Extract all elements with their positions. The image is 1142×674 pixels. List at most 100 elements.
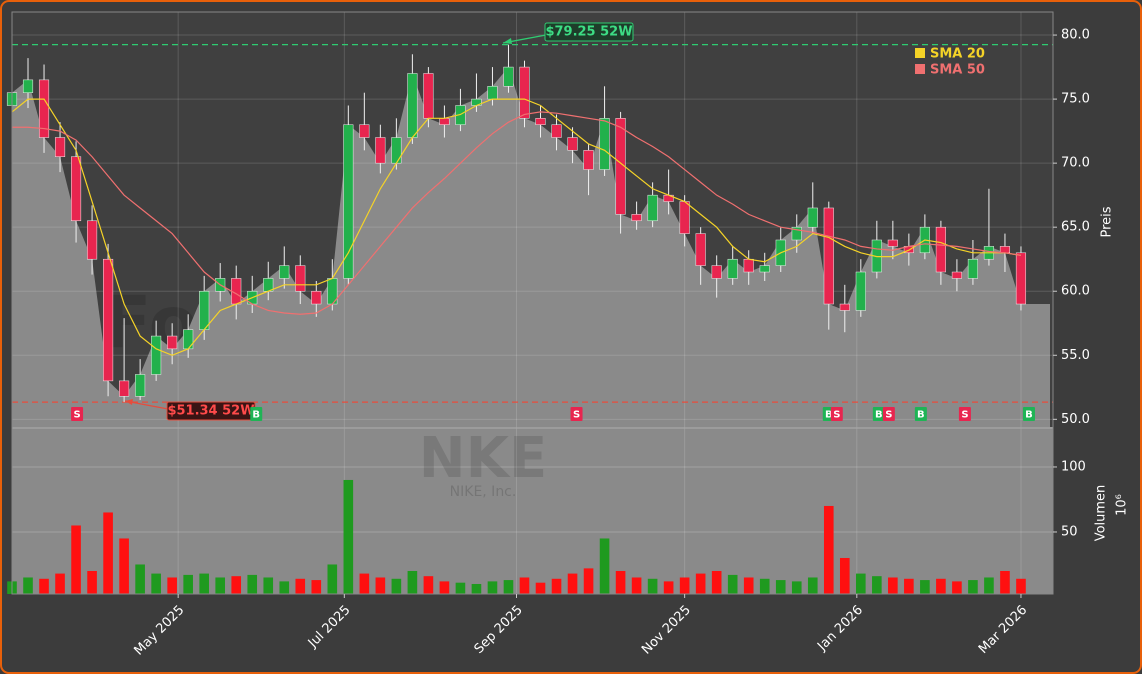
volume-bar	[535, 582, 546, 594]
candle-body	[951, 271, 962, 279]
volume-bar	[263, 577, 274, 594]
candle-body	[391, 137, 402, 164]
volume-bar	[904, 578, 914, 594]
legend-label: SMA 20	[930, 47, 985, 62]
candle-body	[759, 265, 770, 273]
volume-bar	[87, 570, 97, 594]
candle-body	[311, 290, 322, 305]
volume-bar	[663, 581, 674, 594]
volume-bar	[631, 577, 642, 594]
candle-body	[503, 66, 514, 87]
volume-bar	[183, 574, 193, 594]
candle-body	[519, 66, 530, 119]
symbol-watermark: NKE	[419, 426, 548, 491]
volume-bar	[920, 580, 930, 594]
candle-body	[295, 265, 306, 292]
candle-body	[135, 374, 146, 397]
candle-body	[999, 246, 1011, 254]
volume-bar	[375, 577, 386, 594]
volume-bar	[936, 578, 946, 594]
volume-bar	[1016, 578, 1026, 594]
candle-body	[695, 233, 706, 266]
axes-frame	[11, 11, 1054, 595]
signal-label: B	[1025, 410, 1033, 421]
volume-bar	[487, 581, 498, 594]
volume-bar	[856, 573, 866, 594]
candle-body	[743, 258, 754, 273]
candle-body	[87, 220, 98, 260]
volume-bar	[1000, 570, 1010, 594]
candle-body	[647, 194, 658, 222]
volume-bar	[888, 577, 898, 594]
volume-bar	[327, 564, 338, 594]
candle-body	[279, 265, 290, 279]
candle-body	[359, 124, 370, 138]
volume-bar	[711, 570, 722, 594]
candle-body	[22, 79, 34, 93]
signal-label: B	[252, 410, 260, 421]
volume-bar	[503, 580, 514, 594]
candle-body	[407, 73, 418, 138]
candle-body	[887, 239, 898, 247]
volume-tick-label: 50	[1061, 524, 1078, 539]
candle-body	[823, 207, 834, 305]
volume-bar	[791, 581, 802, 594]
volume-bar	[583, 568, 594, 594]
volume-bar	[647, 578, 658, 594]
volume-bar	[279, 581, 290, 594]
y-axis-label: Preis	[1100, 206, 1115, 237]
volume-bar	[343, 479, 354, 594]
volume-bar	[55, 573, 65, 594]
close-area	[12, 67, 1050, 428]
signal-box	[71, 407, 84, 421]
sma-line	[11, 98, 1022, 356]
volume-bar	[359, 573, 370, 594]
signal-label: B	[825, 410, 833, 421]
candle-body	[679, 201, 690, 234]
legend-label: SMA 50	[930, 63, 985, 78]
y-tick-label: 70.0	[1061, 156, 1090, 171]
y-tick-label: 80.0	[1061, 28, 1090, 43]
volume-bar	[39, 578, 49, 594]
candle-body	[71, 156, 82, 222]
volume-bar	[71, 525, 81, 594]
low-52w-arrowhead	[125, 399, 133, 405]
candle-body	[935, 226, 946, 273]
signal-label: B	[917, 410, 925, 421]
candle-body	[631, 214, 642, 222]
candle-body	[423, 73, 434, 119]
volume-bar	[743, 577, 754, 594]
candle-body	[167, 335, 178, 350]
volume-bar	[695, 573, 706, 594]
volume-bar	[615, 570, 626, 594]
volume-bar	[103, 512, 113, 594]
candle-body	[151, 335, 162, 375]
sma-line	[12, 111, 1022, 315]
volume-axis-label: Volumen	[1094, 485, 1109, 542]
signal-label: S	[961, 410, 968, 421]
volume-bar	[727, 574, 738, 594]
candle-body	[1015, 252, 1027, 305]
signal-label: S	[573, 410, 580, 421]
candle-body	[727, 258, 738, 279]
candle-body	[967, 258, 978, 279]
y-tick-label: 75.0	[1061, 92, 1090, 107]
candle-body	[535, 118, 546, 125]
candle-body	[855, 271, 866, 311]
volume-bar	[823, 505, 834, 594]
volume-bar	[391, 578, 402, 594]
candle-body	[38, 79, 50, 138]
volume-bar	[247, 574, 258, 594]
volume-bar	[968, 580, 978, 594]
candle-body	[839, 303, 850, 311]
volume-bar	[151, 573, 161, 594]
volume-bar	[407, 570, 418, 594]
y-tick-label: 65.0	[1061, 220, 1090, 235]
volume-bar	[952, 581, 962, 594]
candle-body	[103, 258, 114, 382]
candle-body	[199, 290, 210, 330]
volume-bar	[679, 577, 690, 594]
volume-tick-label: 100	[1061, 459, 1086, 474]
volume-bar	[295, 578, 306, 594]
volume-bar	[199, 573, 209, 594]
